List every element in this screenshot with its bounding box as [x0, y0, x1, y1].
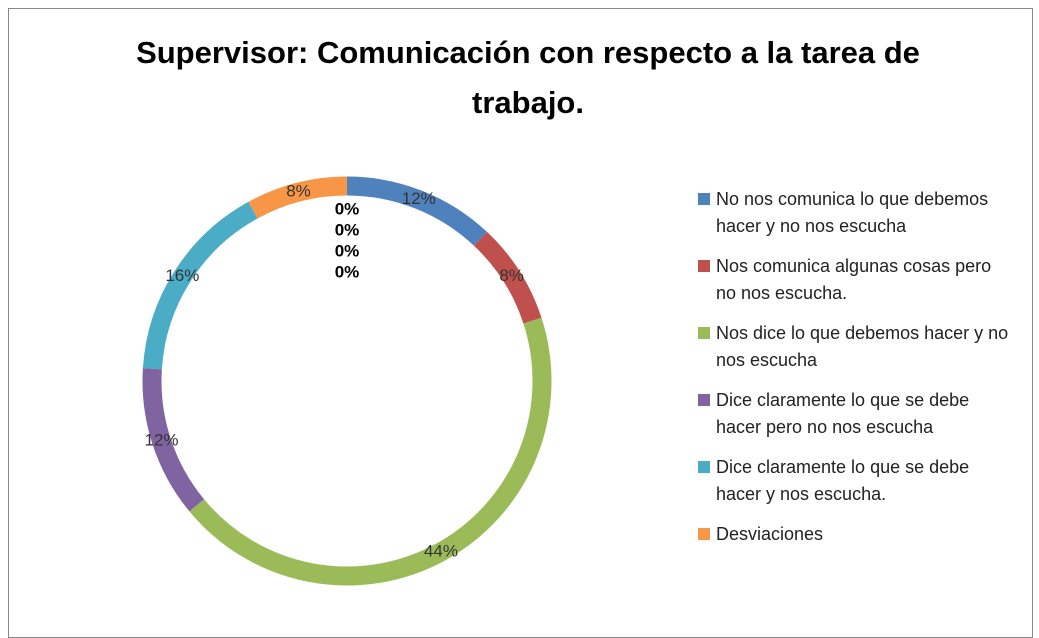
- donut-segment: [189, 317, 552, 586]
- legend-label: Desviaciones: [716, 524, 824, 544]
- data-label: 12%: [145, 431, 179, 450]
- data-label: 0%: [335, 262, 360, 281]
- legend-label: Nos comunica algunas cosas pero no nos e…: [716, 256, 992, 303]
- legend-label: Dice claramente lo que se debe hacer y n…: [716, 457, 970, 504]
- legend-label: No nos comunica lo que debemos hacer y n…: [716, 189, 989, 236]
- legend-swatch: [698, 260, 710, 272]
- donut-segment: [248, 176, 348, 219]
- donut-segment: [142, 201, 258, 370]
- legend-label: Nos dice lo que debemos hacer y no nos e…: [716, 323, 1009, 370]
- legend-entry: No nos comunica lo que debemos hacer y n…: [698, 186, 1016, 240]
- data-label: 16%: [165, 266, 199, 285]
- data-label: 12%: [402, 189, 436, 208]
- legend-swatch: [698, 461, 710, 473]
- legend-swatch: [698, 193, 710, 205]
- data-label: 8%: [499, 266, 524, 285]
- legend-swatch: [698, 528, 710, 540]
- data-label: 8%: [286, 182, 311, 201]
- legend-entry: Dice claramente lo que se debe hacer y n…: [698, 454, 1016, 508]
- legend-entry: Nos dice lo que debemos hacer y no nos e…: [698, 320, 1016, 374]
- legend-entry: Nos comunica algunas cosas pero no nos e…: [698, 253, 1016, 307]
- data-label: 44%: [424, 541, 458, 560]
- legend-swatch: [698, 327, 710, 339]
- donut-segment: [473, 231, 542, 324]
- data-label: 0%: [335, 241, 360, 260]
- data-label: 0%: [335, 220, 360, 239]
- legend-swatch: [698, 394, 710, 406]
- legend-entry: Dice claramente lo que se debe hacer per…: [698, 387, 1016, 441]
- donut-segment: [346, 176, 487, 246]
- donut-segment: [142, 368, 205, 512]
- data-label: 0%: [335, 199, 360, 218]
- legend-entry: Desviaciones: [698, 521, 1016, 548]
- chart-title: Supervisor: Comunicación con respecto a …: [136, 35, 920, 120]
- legend-label: Dice claramente lo que se debe hacer per…: [716, 390, 970, 437]
